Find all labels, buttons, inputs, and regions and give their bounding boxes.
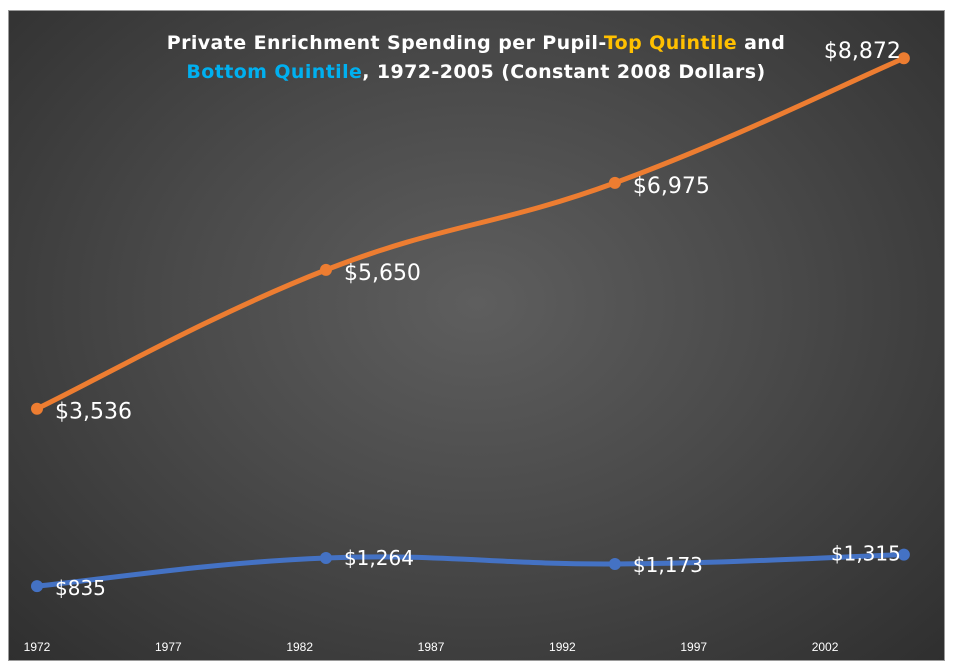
series-1-line <box>34 55 907 412</box>
chart-title-part-5: , 1972-2005 (Constant 2008 Dollars) <box>362 61 765 83</box>
series-1-data-label: $8,872 <box>824 39 901 64</box>
chart-title-part-3: and <box>737 32 785 54</box>
x-tick-label: 1972 <box>24 640 51 654</box>
series-2-data-label: $1,264 <box>344 546 414 570</box>
series-1-point <box>319 263 332 276</box>
series-2-data-label: $1,315 <box>831 542 901 566</box>
x-tick-label: 1982 <box>286 640 313 654</box>
chart-area <box>8 10 945 661</box>
series-2-data-label: $1,173 <box>633 553 703 577</box>
series-layer: $3,536 $5,650 $6,975 $8,872 $835 $1,264 $1,173… <box>31 39 910 600</box>
series-2-data-label: $835 <box>55 576 106 600</box>
series-1-data-label: $5,650 <box>344 261 421 286</box>
x-tick-label: 1977 <box>155 640 182 654</box>
series-2-point <box>319 551 332 564</box>
series-1-data-label: $3,536 <box>55 400 132 425</box>
series-1-point <box>608 176 621 189</box>
series-2-point <box>608 557 621 570</box>
chart-title-line-2: Bottom Quintile, 1972-2005 (Constant 200… <box>186 61 765 83</box>
x-axis: 1972 1977 1982 1987 1992 1997 2002 <box>24 640 839 654</box>
series-2-point <box>897 548 910 561</box>
x-tick-label: 1987 <box>418 640 445 654</box>
x-tick-label: 1992 <box>549 640 576 654</box>
series-1-data-label: $6,975 <box>633 174 710 199</box>
series-1-point <box>897 52 910 65</box>
chart-title-line-1: Private Enrichment Spending per Pupil-To… <box>167 32 785 54</box>
x-tick-label: 2002 <box>812 640 839 654</box>
x-tick-label: 1997 <box>680 640 707 654</box>
series-2-line <box>34 552 907 589</box>
series-2-point <box>31 580 43 593</box>
chart-title-bottom-quintile: Bottom Quintile <box>186 61 362 83</box>
chart-title-top-quintile: Top Quintile <box>604 32 737 54</box>
series-1-point <box>31 402 43 415</box>
chart-title-part-1: Private Enrichment Spending per Pupil- <box>167 32 606 54</box>
